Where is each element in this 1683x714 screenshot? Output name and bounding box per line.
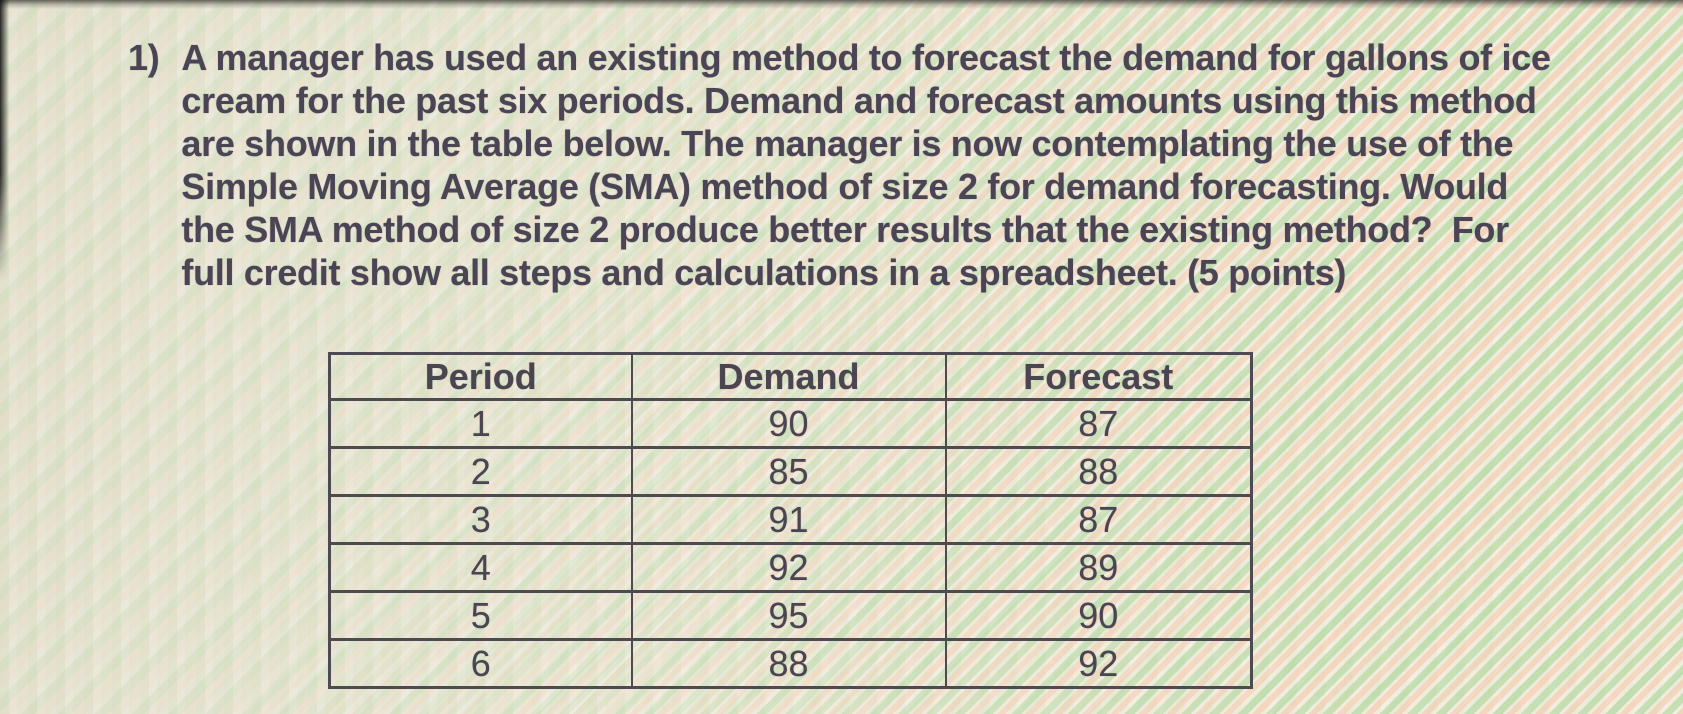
question-text: A manager has used an existing method to… bbox=[181, 36, 1551, 294]
table-cell-forecast: 90 bbox=[944, 590, 1253, 641]
table-cell-forecast: 92 bbox=[944, 638, 1253, 689]
table-row: 3 91 87 bbox=[328, 494, 1253, 545]
demand-forecast-table: Period Demand Forecast 1 90 87 2 85 88 3… bbox=[328, 352, 1253, 689]
table-cell-period: 4 bbox=[328, 542, 633, 593]
question-line-3: are shown in the table below. The manage… bbox=[181, 123, 1514, 164]
table-cell-demand: 88 bbox=[630, 638, 947, 689]
table-cell-demand: 90 bbox=[630, 398, 947, 449]
table-header-period: Period bbox=[328, 352, 633, 401]
table-cell-period: 2 bbox=[328, 446, 633, 497]
table-cell-forecast: 87 bbox=[944, 398, 1253, 449]
table-cell-forecast: 89 bbox=[944, 542, 1253, 593]
table-row: 2 85 88 bbox=[328, 446, 1253, 497]
table-cell-period: 6 bbox=[328, 638, 633, 689]
table-cell-demand: 92 bbox=[630, 542, 947, 593]
question-line-1: A manager has used an existing method to… bbox=[181, 37, 1551, 78]
table-header-row: Period Demand Forecast bbox=[328, 352, 1253, 401]
table-row: 4 92 89 bbox=[328, 542, 1253, 593]
table-row: 5 95 90 bbox=[328, 590, 1253, 641]
question-number: 1) bbox=[128, 37, 160, 78]
question-line-5: the SMA method of size 2 produce better … bbox=[181, 209, 1509, 250]
question-line-4: Simple Moving Average (SMA) method of si… bbox=[181, 166, 1509, 207]
table-cell-period: 5 bbox=[328, 590, 633, 641]
table-cell-forecast: 87 bbox=[944, 494, 1253, 545]
table-cell-period: 3 bbox=[328, 494, 633, 545]
table-cell-demand: 85 bbox=[630, 446, 947, 497]
table-cell-demand: 95 bbox=[630, 590, 947, 641]
table-cell-forecast: 88 bbox=[944, 446, 1253, 497]
table-cell-period: 1 bbox=[328, 398, 633, 449]
table-cell-demand: 91 bbox=[630, 494, 947, 545]
table-header-demand: Demand bbox=[630, 352, 947, 401]
question-line-6: full credit show all steps and calculati… bbox=[181, 252, 1347, 293]
table-header-forecast: Forecast bbox=[944, 352, 1253, 401]
question-line-2: cream for the past six periods. Demand a… bbox=[181, 80, 1537, 121]
table-row: 6 88 92 bbox=[328, 638, 1253, 689]
table-row: 1 90 87 bbox=[328, 398, 1253, 449]
question-block: 1) A manager has used an existing method… bbox=[128, 36, 1551, 294]
